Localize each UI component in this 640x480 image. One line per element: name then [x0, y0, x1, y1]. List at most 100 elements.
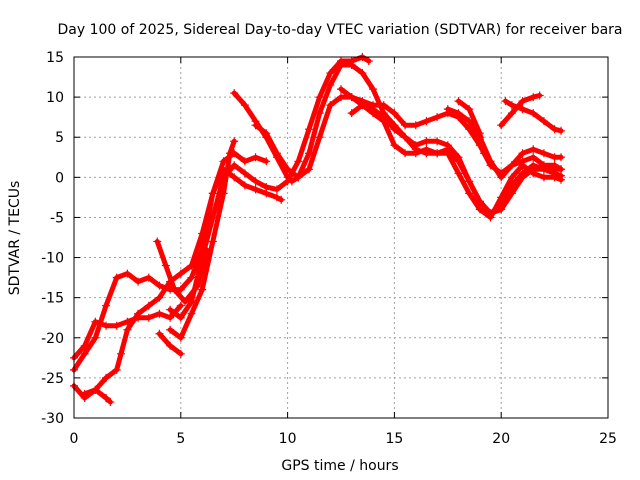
data-point [326, 69, 335, 78]
data-point [304, 149, 313, 158]
data-point [277, 195, 286, 204]
data-point [91, 385, 100, 394]
data-point [251, 121, 260, 130]
data-point [240, 101, 249, 110]
data-point [112, 365, 121, 374]
y-tick-label: 15 [46, 50, 64, 66]
data-point [102, 393, 111, 402]
data-point [123, 325, 132, 334]
data-point [240, 169, 249, 178]
data-point [379, 101, 388, 110]
data-point [176, 333, 185, 342]
data-point [390, 109, 399, 118]
data-point [272, 193, 281, 202]
data-point [198, 253, 207, 262]
data-point [347, 61, 356, 70]
data-point [187, 261, 196, 270]
data-point [358, 101, 367, 110]
data-point [198, 229, 207, 238]
data-point [155, 329, 164, 338]
data-point [176, 313, 185, 322]
data-point [411, 149, 420, 158]
data-point [364, 57, 373, 66]
data-point [369, 85, 378, 94]
data-point [123, 269, 132, 278]
data-point [102, 373, 111, 382]
data-point [401, 121, 410, 130]
data-point [230, 173, 239, 182]
data-series [70, 53, 566, 406]
data-point [347, 93, 356, 102]
data-point [187, 297, 196, 306]
data-point [433, 149, 442, 158]
data-point [230, 89, 239, 98]
data-point [486, 157, 495, 166]
data-point [539, 173, 548, 182]
data-point [443, 105, 452, 114]
data-point [550, 161, 559, 170]
data-point [153, 237, 162, 246]
data-point [443, 149, 452, 158]
data-point [112, 321, 121, 330]
data-point [102, 301, 111, 310]
data-point [557, 126, 566, 135]
y-tick-label: -10 [41, 251, 64, 267]
data-point [529, 93, 538, 102]
y-tick-label: -5 [50, 210, 64, 226]
x-tick-label: 10 [279, 431, 297, 447]
data-point [369, 109, 378, 118]
y-ticks: -30 -25 -20 -15 -10 -5 0 5 10 15 [41, 50, 608, 427]
data-point [507, 173, 516, 182]
data-point [315, 133, 324, 142]
data-point [337, 85, 345, 94]
data-point [144, 301, 153, 310]
data-point [539, 149, 548, 158]
data-point [507, 101, 516, 110]
data-point [91, 317, 100, 326]
data-point [91, 333, 100, 342]
data-point [358, 69, 367, 78]
data-point [465, 189, 474, 198]
data-point [112, 273, 121, 282]
y-tick-label: -20 [41, 331, 64, 347]
data-point [454, 169, 463, 178]
data-point [347, 109, 356, 118]
data-point [272, 149, 281, 158]
data-point [134, 277, 143, 286]
y-tick-label: -30 [41, 411, 64, 427]
series-track-13 [390, 125, 566, 218]
data-point [454, 109, 463, 118]
data-point [315, 109, 324, 118]
data-point [422, 137, 431, 146]
data-point [411, 141, 420, 150]
data-point [475, 205, 484, 214]
data-point [390, 141, 399, 150]
data-point [529, 161, 538, 170]
series-line [167, 138, 237, 341]
data-point [315, 93, 324, 102]
data-point [518, 97, 527, 106]
data-point [557, 171, 566, 180]
data-point [304, 125, 313, 134]
data-point [518, 161, 527, 170]
series-line [456, 98, 487, 156]
x-axis-label: GPS time / hours [281, 458, 398, 474]
data-point [401, 149, 410, 158]
data-point [518, 169, 527, 178]
data-point [80, 389, 89, 398]
series-track-9 [230, 61, 566, 218]
data-point [176, 349, 185, 358]
data-point [176, 301, 185, 310]
data-point [550, 169, 559, 178]
data-point [475, 197, 484, 206]
data-point [454, 97, 463, 106]
data-point [454, 153, 463, 162]
y-tick-label: 5 [55, 130, 64, 146]
data-point [443, 141, 452, 150]
data-point [539, 117, 548, 126]
plot-frame [73, 56, 609, 419]
y-tick-label: 0 [55, 170, 64, 186]
data-point [187, 273, 196, 282]
data-point [134, 309, 143, 318]
